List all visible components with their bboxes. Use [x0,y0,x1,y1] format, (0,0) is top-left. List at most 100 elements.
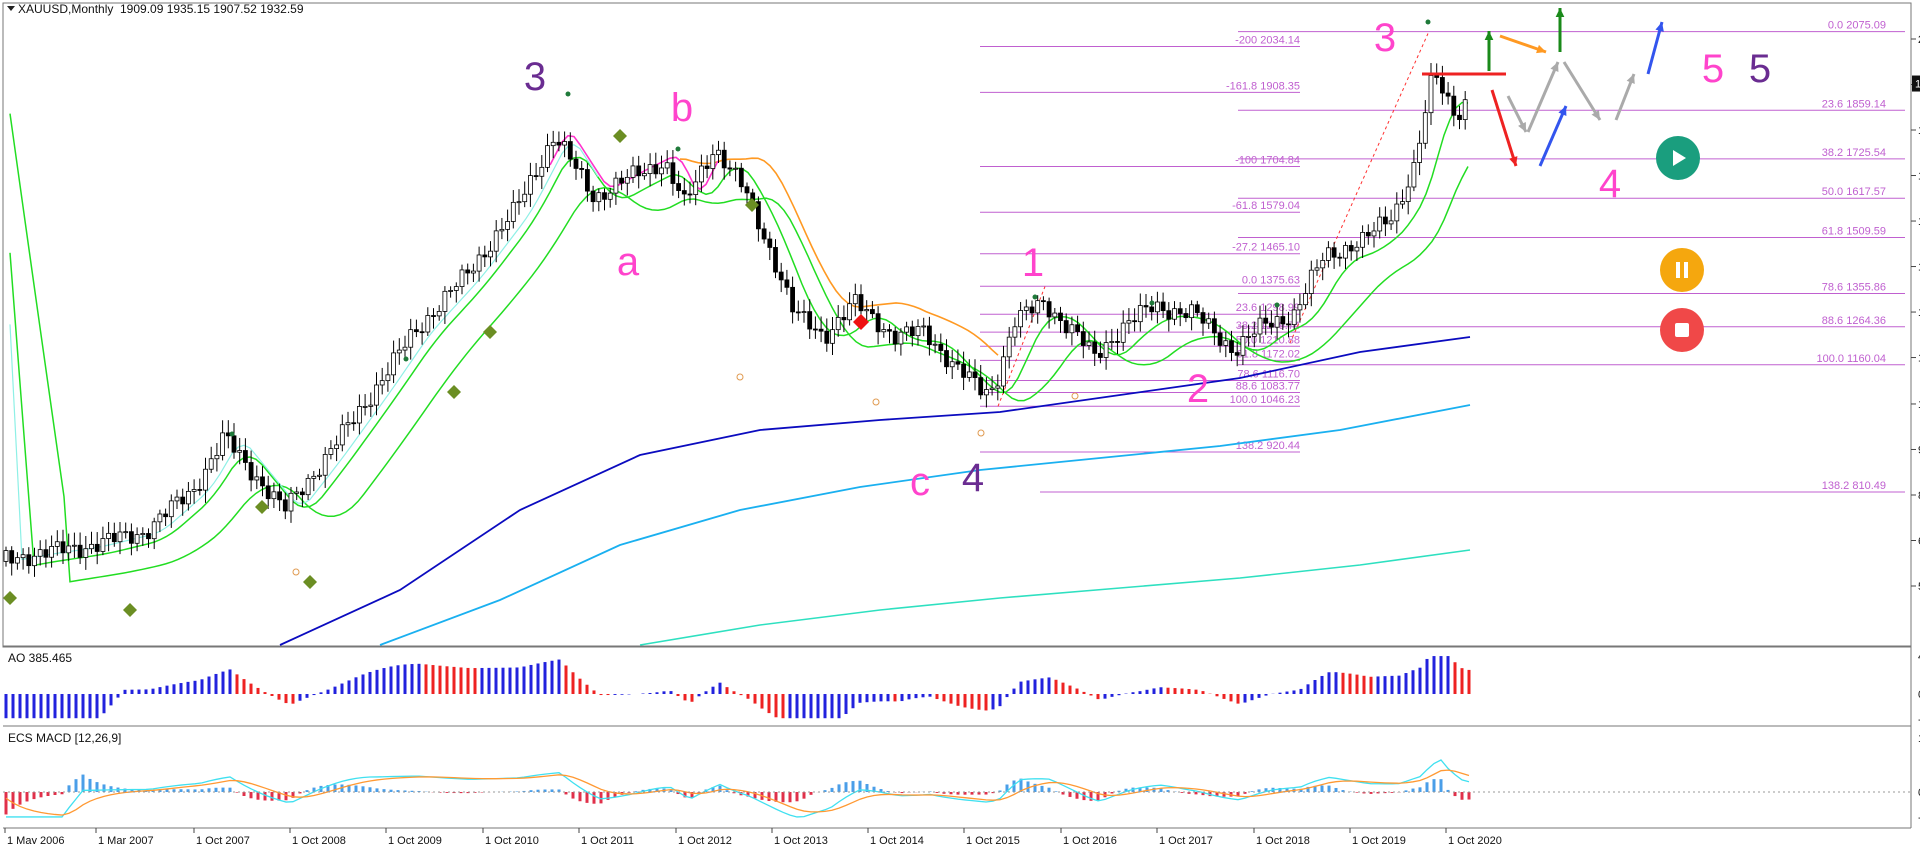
candle-body [368,404,374,407]
candle-body [191,489,197,492]
candle-body [1115,341,1120,343]
candle-body [32,555,37,567]
candle-body [573,158,579,169]
candle-body [442,290,448,312]
candle-body [1160,301,1166,312]
candle-body [607,192,613,200]
pause-button[interactable] [1660,248,1704,292]
candle-body [3,550,9,562]
candle-body [1018,310,1023,328]
candle-body [100,538,106,552]
candle-body [921,325,927,328]
x-tick-label: 1 Oct 2011 [581,835,634,844]
candle-body [676,183,681,191]
pause-bar [1676,262,1680,278]
fib-label-left: -61.8 1579.04 [1232,200,1300,212]
candle-body [1052,312,1058,318]
candle-body [1274,316,1280,328]
wave-label-4: 4 [962,456,984,500]
candle-body [72,544,77,547]
candle-body [83,548,89,558]
y-tick-label: 1179.90 [1918,353,1920,365]
red-arrow [1490,89,1518,167]
wave-label-2: 2 [1187,367,1209,411]
diamond-marker [613,129,627,143]
candle-body [385,374,391,382]
candle-body [128,531,134,544]
candle-body [459,269,465,287]
play-button[interactable] [1656,136,1700,180]
gray-arrow-head [1591,110,1600,120]
blue-arrow [1538,105,1568,167]
fib-label-left: -100 1704.84 [1235,154,1300,166]
candle-body [493,230,499,252]
candle-body [562,141,567,146]
candle-body [830,329,835,344]
stop-icon [1675,323,1689,337]
candle-body [778,271,784,281]
candle-body [1445,92,1451,97]
candle-body [596,192,602,203]
fractal-up-marker [403,356,409,362]
fib-label-left: 0.0 1375.63 [1242,274,1300,286]
gray-arrow-head [1518,122,1526,132]
candle-body [767,238,773,248]
candle-body [864,309,870,312]
y-tick-label: 1304.90 [1918,307,1920,319]
fib-label-right: 0.0 2075.09 [1828,20,1886,32]
candle-body [482,254,488,258]
candle-body [391,352,397,376]
y-tick-label: 1429.90 [1918,262,1920,274]
candle-body [1405,186,1411,202]
candle-body [1331,247,1337,258]
candle-body [1451,95,1457,116]
candle-body [299,491,305,496]
ao-tick-label: 0.00 [1918,689,1920,701]
candle-body [909,326,915,337]
candle-body [334,444,340,449]
fractal-down-marker [736,373,744,381]
candle-body [1462,99,1468,120]
candle-body [1063,320,1069,334]
fib-label-right: 38.2 1725.54 [1822,147,1886,159]
candle-body [311,475,317,479]
candle-body [277,491,283,501]
candle-body [818,328,824,332]
candle-body [1092,341,1098,354]
candle-body [1086,341,1092,346]
candle-body [949,361,955,368]
wave-label-3: 3 [1374,16,1396,60]
macd-label: ECS MACD [12,26,9] [8,731,121,745]
candle-body [1001,356,1006,387]
candle-body [49,546,54,558]
candle-body [362,405,368,408]
candle-body [1263,317,1269,324]
candle-body [898,331,904,345]
candle-body [345,422,351,426]
candle-body [402,346,408,351]
y-tick-label: 1804.90 [1918,125,1920,137]
x-tick-label: 1 Oct 2018 [1256,835,1310,844]
candle-body [453,286,459,291]
candle-body [915,326,921,337]
candle-body [237,450,243,453]
candle-body [835,317,841,331]
ma-orange [679,157,999,356]
stop-button[interactable] [1660,308,1704,352]
candle-body [499,228,505,232]
candle-body [978,377,984,396]
candle-body [431,315,436,317]
pause-icon [1676,262,1688,278]
candle-body [1006,336,1012,358]
candle-body [1035,300,1041,314]
candle-body [653,164,659,175]
diamond-marker [745,198,759,212]
candle-body [317,474,322,477]
dropdown-arrow-icon[interactable] [7,6,15,11]
candle-body [1012,326,1018,338]
candle-body [1417,142,1422,163]
candle-body [37,549,43,557]
x-tick-label: 1 Oct 2016 [1063,835,1117,844]
candle-body [699,165,704,183]
